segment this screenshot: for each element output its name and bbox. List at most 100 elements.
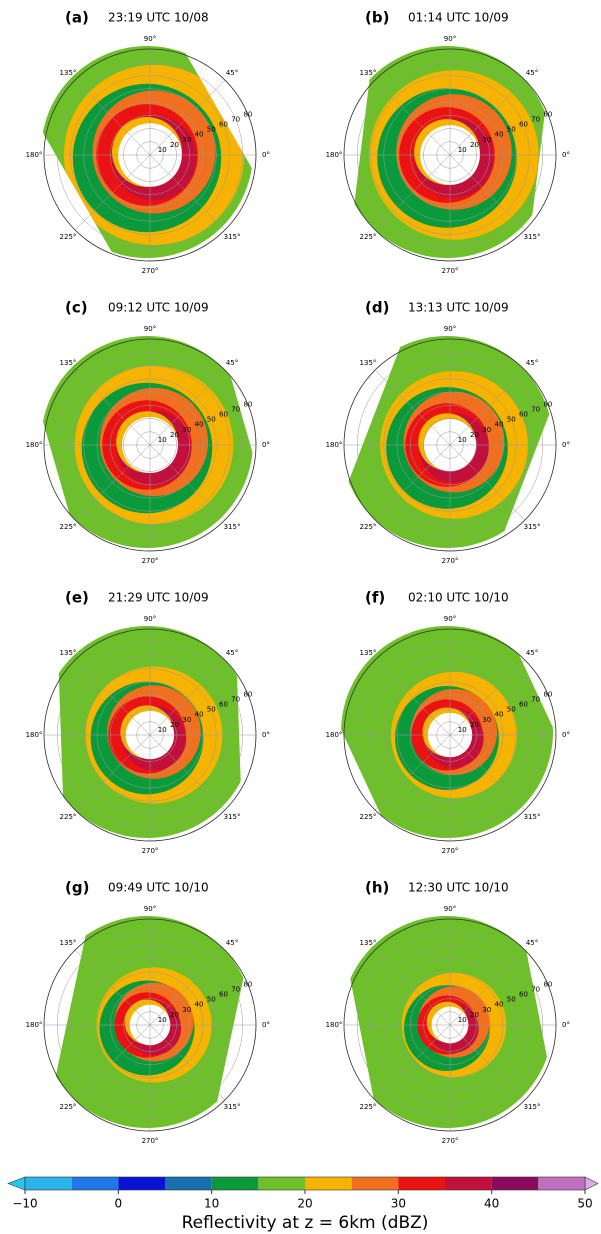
outer-ring bbox=[343, 918, 557, 1132]
outer-ring bbox=[343, 48, 557, 262]
radial-line bbox=[374, 79, 451, 156]
angle-label: 90° bbox=[444, 325, 456, 333]
colorbar-over bbox=[584, 1176, 599, 1191]
angle-label: 270° bbox=[142, 1137, 159, 1145]
radius-label: 40 bbox=[495, 711, 504, 719]
radius-label: 70 bbox=[531, 696, 540, 704]
radial-line bbox=[149, 79, 226, 156]
angle-label: 180° bbox=[326, 1021, 343, 1029]
radial-line bbox=[449, 1024, 526, 1101]
panel-label: (a) bbox=[65, 9, 89, 27]
radius-label: 10 bbox=[158, 1016, 167, 1024]
radial-line bbox=[149, 734, 226, 811]
angle-label: 180° bbox=[26, 731, 43, 739]
colorbar-bin bbox=[351, 1177, 399, 1190]
radius-label: 50 bbox=[207, 416, 216, 424]
angle-label: 135° bbox=[360, 69, 377, 77]
angle-label: 225° bbox=[360, 523, 377, 531]
radius-label: 20 bbox=[170, 721, 179, 729]
outer-ring bbox=[43, 48, 257, 262]
radial-line bbox=[74, 154, 151, 231]
angle-label: 0° bbox=[562, 151, 570, 159]
radial-line bbox=[374, 444, 451, 521]
radius-label: 50 bbox=[207, 996, 216, 1004]
angle-label: 315° bbox=[524, 233, 541, 241]
panel: (b) 01:14 UTC 10/09 0° 45° 90° 135° 180° 225° 27… bbox=[326, 9, 570, 276]
angle-label: 225° bbox=[60, 1103, 77, 1111]
angle-label: 315° bbox=[224, 1103, 241, 1111]
radius-label: 70 bbox=[231, 986, 240, 994]
angle-label: 270° bbox=[142, 267, 159, 275]
radial-line bbox=[149, 444, 226, 521]
radial-line bbox=[149, 154, 226, 231]
radius-label: 30 bbox=[482, 1006, 491, 1014]
radial-line bbox=[449, 734, 526, 811]
angle-label: 315° bbox=[224, 813, 241, 821]
angle-label: 90° bbox=[444, 905, 456, 913]
radius-label: 40 bbox=[495, 1001, 504, 1009]
angle-label: 135° bbox=[60, 359, 77, 367]
panel: (a) 23:19 UTC 10/08 0° 45° 90° 135° 180° 225° 27… bbox=[26, 9, 270, 276]
colorbar-under bbox=[7, 1176, 26, 1191]
angle-label: 270° bbox=[442, 557, 459, 565]
angle-label: 180° bbox=[26, 441, 43, 449]
panel-title: 09:49 UTC 10/10 bbox=[108, 881, 209, 895]
angle-label: 90° bbox=[444, 615, 456, 623]
radius-label: 50 bbox=[507, 126, 516, 134]
radial-line bbox=[149, 1024, 226, 1101]
radial-line bbox=[449, 949, 526, 1026]
outer-ring bbox=[43, 918, 257, 1132]
colorbar-bin bbox=[538, 1177, 585, 1190]
angle-label: 270° bbox=[442, 847, 459, 855]
radial-line bbox=[374, 949, 451, 1026]
radius-label: 60 bbox=[219, 411, 228, 419]
radial-line bbox=[449, 79, 526, 156]
angle-label: 90° bbox=[144, 35, 156, 43]
colorbar-bin bbox=[211, 1177, 259, 1190]
angle-label: 270° bbox=[142, 557, 159, 565]
panel-label: (e) bbox=[65, 589, 89, 607]
radius-label: 30 bbox=[182, 1006, 191, 1014]
radius-label: 60 bbox=[519, 701, 528, 709]
radius-label: 80 bbox=[543, 400, 552, 408]
radius-label: 10 bbox=[458, 726, 467, 734]
angle-label: 315° bbox=[524, 813, 541, 821]
angle-label: 135° bbox=[360, 649, 377, 657]
radius-label: 30 bbox=[482, 716, 491, 724]
radius-label: 70 bbox=[531, 406, 540, 414]
radius-label: 80 bbox=[543, 690, 552, 698]
angle-label: 270° bbox=[442, 1137, 459, 1145]
colorbar-tick-label: −10 bbox=[12, 1197, 37, 1211]
radius-label: 20 bbox=[170, 431, 179, 439]
angle-label: 0° bbox=[262, 1021, 270, 1029]
radius-label: 10 bbox=[458, 146, 467, 154]
panel-title: 09:12 UTC 10/09 bbox=[108, 301, 209, 315]
radius-label: 70 bbox=[231, 116, 240, 124]
colorbar-tick-label: 30 bbox=[391, 1197, 406, 1211]
angle-label: 225° bbox=[360, 233, 377, 241]
radius-label: 60 bbox=[519, 121, 528, 129]
angle-label: 90° bbox=[144, 615, 156, 623]
angle-label: 315° bbox=[524, 523, 541, 531]
panel: (h) 12:30 UTC 10/10 0° 45° 90° 135° 180° 225° 27… bbox=[326, 879, 570, 1146]
radius-label: 50 bbox=[207, 126, 216, 134]
outer-ring bbox=[343, 338, 557, 552]
radial-line bbox=[149, 369, 226, 446]
radius-label: 10 bbox=[158, 146, 167, 154]
radius-label: 10 bbox=[458, 436, 467, 444]
angle-label: 45° bbox=[226, 939, 238, 947]
panel-label: (f) bbox=[365, 589, 385, 607]
radius-label: 50 bbox=[507, 416, 516, 424]
panel: (g) 09:49 UTC 10/10 0° 45° 90° 135° 180° 225° 27… bbox=[26, 879, 270, 1146]
radius-label: 10 bbox=[158, 436, 167, 444]
radial-line bbox=[74, 79, 151, 156]
panel-label: (d) bbox=[365, 299, 389, 317]
angle-label: 180° bbox=[326, 441, 343, 449]
radius-label: 80 bbox=[543, 980, 552, 988]
colorbar-tick-label: 10 bbox=[204, 1197, 219, 1211]
radius-label: 60 bbox=[519, 991, 528, 999]
radius-label: 30 bbox=[182, 136, 191, 144]
angle-label: 45° bbox=[226, 359, 238, 367]
angle-label: 0° bbox=[262, 441, 270, 449]
angle-label: 0° bbox=[262, 151, 270, 159]
